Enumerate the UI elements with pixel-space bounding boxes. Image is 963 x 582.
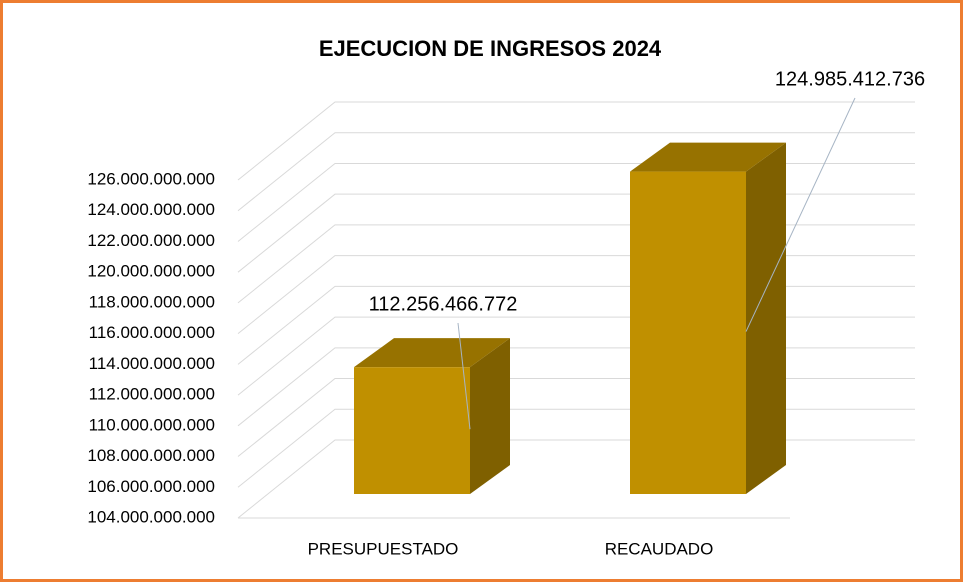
bar-side [746, 142, 786, 494]
y-tick-label: 122.000.000.000 [87, 231, 215, 250]
y-tick-label: 124.000.000.000 [87, 200, 215, 219]
bar [630, 171, 746, 494]
bar [354, 367, 470, 494]
y-tick-label: 126.000.000.000 [87, 169, 215, 188]
bar-top [354, 338, 510, 368]
y-tick-label: 104.000.000.000 [87, 507, 215, 526]
y-tick-label: 120.000.000.000 [87, 262, 215, 281]
leader-line [457, 322, 471, 430]
y-tick-label: 106.000.000.000 [87, 477, 215, 496]
x-tick-label: PRESUPUESTADO [308, 539, 459, 558]
data-label: 124.985.412.736 [775, 68, 925, 90]
y-tick-label: 118.000.000.000 [89, 292, 215, 311]
y-tick-label: 108.000.000.000 [87, 446, 215, 465]
chart-title: EJECUCION DE INGRESOS 2024 [319, 36, 662, 61]
grid-line [237, 132, 915, 212]
y-tick-label: 116.000.000.000 [89, 323, 215, 342]
leader-line [745, 97, 856, 332]
grid-line [237, 101, 915, 181]
x-tick-label: RECAUDADO [605, 539, 714, 558]
bar-side [470, 338, 510, 494]
bar-top [630, 142, 786, 172]
data-label: 112.256.466.772 [369, 293, 518, 315]
y-tick-label: 114.000.000.000 [89, 354, 215, 373]
y-tick-label: 110.000.000.000 [89, 415, 215, 434]
y-tick-label: 112.000.000.000 [89, 385, 215, 404]
